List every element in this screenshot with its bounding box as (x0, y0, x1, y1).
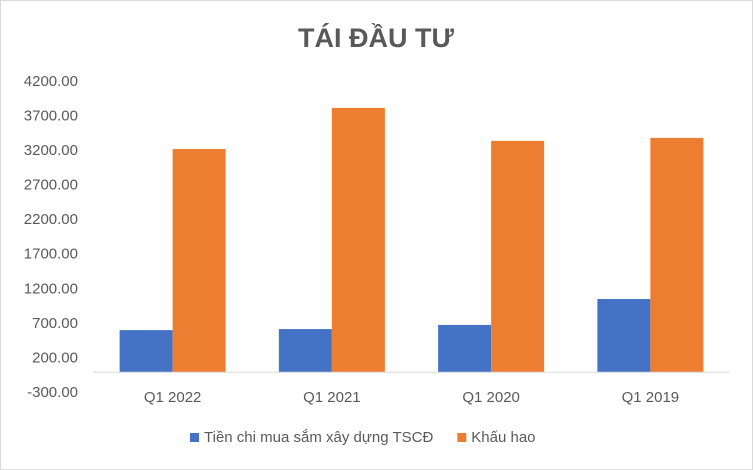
x-tick-label: Q1 2019 (622, 389, 680, 406)
legend-label: Khấu hao (471, 429, 535, 446)
y-tick-label: 1200.00 (24, 280, 78, 297)
y-tick-label: 3700.00 (24, 108, 78, 125)
bar (650, 137, 704, 373)
y-tick-label: 3200.00 (24, 142, 78, 159)
y-tick-label: 4200.00 (24, 73, 78, 90)
y-tick-label: 2700.00 (24, 177, 78, 194)
y-tick-label: -300.00 (27, 384, 78, 401)
y-tick-label: 200.00 (32, 349, 78, 366)
y-tick-label: 700.00 (32, 315, 78, 332)
bar (597, 299, 651, 373)
bar (278, 329, 332, 373)
bar (119, 330, 173, 373)
bar (438, 324, 492, 373)
bar (331, 107, 385, 373)
x-tick-label: Q1 2020 (462, 389, 520, 406)
y-tick-label: 2200.00 (24, 211, 78, 228)
bar (172, 149, 226, 373)
x-tick-label: Q1 2021 (303, 389, 361, 406)
bar (491, 140, 545, 373)
x-tick-label: Q1 2022 (144, 389, 202, 406)
y-tick-label: 1700.00 (24, 246, 78, 263)
legend-swatch (457, 433, 467, 442)
legend-swatch (190, 433, 199, 442)
chart-title: TÁI ĐẦU TƯ (298, 22, 454, 53)
legend-label: Tiền chi mua sắm xây dựng TSCĐ (204, 429, 433, 446)
